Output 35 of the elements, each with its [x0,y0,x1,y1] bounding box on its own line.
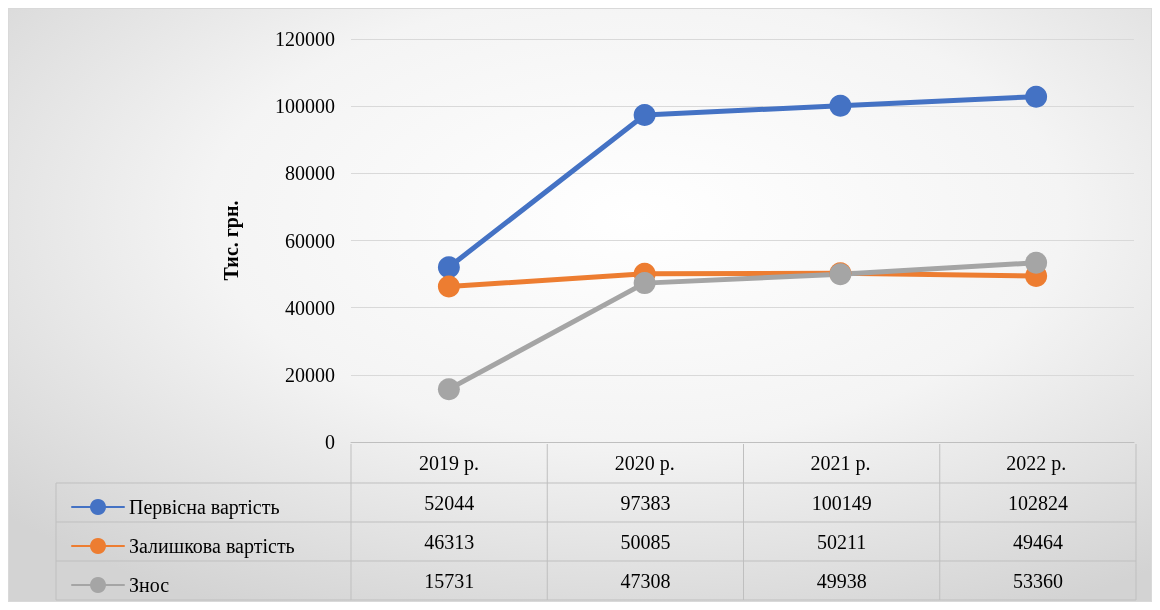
y-tick-label: 40000 [285,296,335,319]
y-tick-label: 0 [325,431,335,453]
data-label: 100149 [811,491,872,514]
data-label: 49938 [816,569,867,592]
data-label: 47308 [620,569,671,592]
data-label: 97383 [620,491,671,514]
point [437,275,460,298]
y-tick-label: 120000 [275,28,335,50]
x-tick-label: 2021 р. [810,452,871,475]
y-axis-title: Тис. грн. [220,200,243,281]
legend-label: Первісна вартість [129,496,280,519]
point [437,378,460,401]
point [633,272,656,295]
data-label: 50211 [816,530,867,553]
y-tick-label: 60000 [285,229,335,252]
x-tick-label: 2019 р. [418,452,479,475]
point [633,103,656,126]
data-label: 46313 [424,530,475,553]
point [829,94,852,117]
y-tick-label: 80000 [285,162,335,185]
data-label: 53360 [1012,569,1063,592]
data-label: 15731 [424,569,475,592]
y-tick-label: 20000 [285,363,335,386]
data-label: 102824 [1007,491,1068,514]
legend-label: Знос [129,574,170,596]
legend-label: Залишкова вартість [129,535,295,558]
x-tick-label: 2022 р. [1006,452,1067,475]
x-tick-label: 2020 р. [614,452,675,475]
data-label: 49464 [1012,530,1063,553]
data-label: 50085 [620,530,671,553]
point [1025,85,1048,108]
point [1025,251,1048,274]
point [437,256,460,279]
y-tick-label: 100000 [275,95,335,118]
data-label: 52044 [424,491,475,514]
